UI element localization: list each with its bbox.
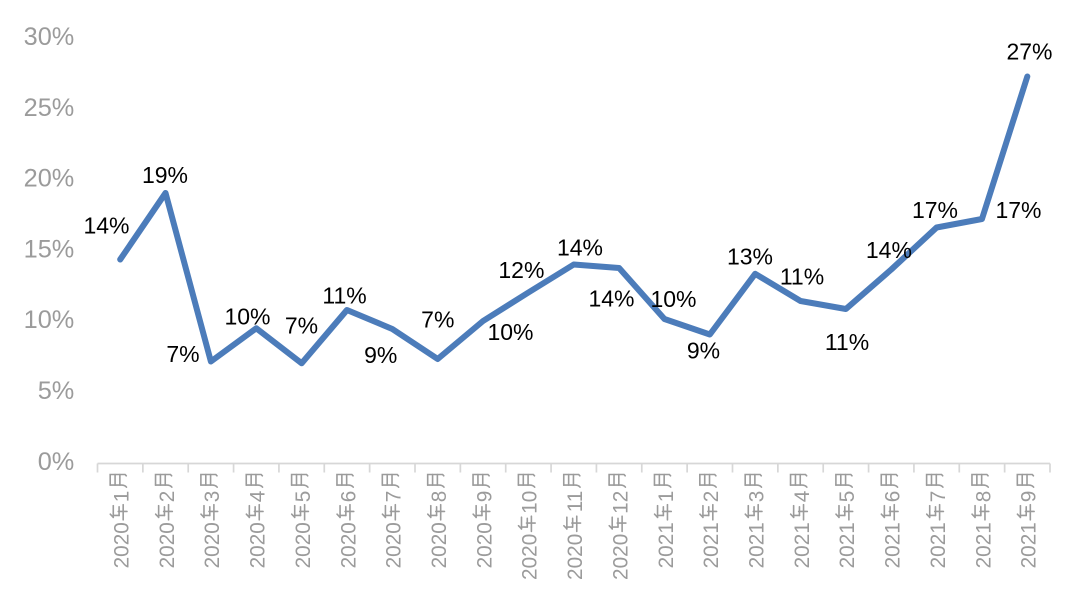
svg-text:11%: 11% [322, 282, 366, 308]
svg-text:9%: 9% [364, 342, 397, 368]
svg-text:7: 7 [383, 491, 406, 503]
svg-text:2021: 2021 [1018, 522, 1041, 568]
svg-text:10%: 10% [24, 306, 75, 334]
svg-text:2020: 2020 [156, 522, 179, 568]
svg-text:2020: 2020 [247, 522, 270, 568]
svg-text:7%: 7% [285, 313, 318, 339]
svg-text:12: 12 [609, 491, 632, 514]
svg-text:2: 2 [156, 491, 179, 503]
svg-text:9%: 9% [687, 337, 720, 363]
svg-text:7%: 7% [421, 307, 454, 333]
svg-text:2020: 2020 [383, 522, 406, 568]
svg-text:2021: 2021 [882, 522, 905, 568]
svg-text:14%: 14% [866, 237, 912, 263]
svg-text:0%: 0% [38, 448, 75, 476]
svg-text:9: 9 [473, 491, 496, 503]
svg-text:2020: 2020 [609, 534, 632, 580]
svg-text:2021: 2021 [927, 522, 950, 568]
svg-text:11: 11 [564, 491, 587, 513]
svg-text:2020: 2020 [292, 522, 315, 568]
svg-text:11%: 11% [780, 264, 824, 290]
svg-text:10%: 10% [487, 319, 533, 345]
svg-text:25%: 25% [24, 94, 75, 122]
svg-text:14%: 14% [557, 234, 603, 260]
svg-text:15%: 15% [24, 235, 75, 263]
svg-text:20%: 20% [24, 165, 75, 193]
svg-text:2021: 2021 [655, 522, 678, 568]
svg-text:2021: 2021 [745, 522, 768, 568]
svg-text:1: 1 [110, 491, 133, 503]
svg-text:10: 10 [519, 491, 542, 514]
svg-text:2020: 2020 [110, 522, 133, 568]
svg-text:2020: 2020 [564, 534, 587, 580]
svg-text:9: 9 [1018, 491, 1041, 503]
svg-text:4: 4 [247, 491, 270, 503]
svg-text:2020: 2020 [337, 522, 360, 568]
svg-text:13%: 13% [727, 243, 773, 269]
svg-text:6: 6 [337, 491, 360, 503]
svg-text:5%: 5% [38, 377, 75, 405]
svg-text:4: 4 [791, 491, 814, 503]
svg-text:2: 2 [700, 491, 723, 503]
svg-text:8: 8 [428, 491, 451, 503]
svg-text:3: 3 [745, 491, 768, 503]
svg-text:5: 5 [292, 491, 315, 503]
svg-text:2020: 2020 [201, 522, 224, 568]
svg-text:7: 7 [927, 491, 950, 503]
svg-text:10%: 10% [224, 303, 270, 329]
svg-text:2021: 2021 [700, 522, 723, 568]
svg-text:2021: 2021 [791, 522, 814, 568]
svg-text:11%: 11% [825, 329, 869, 355]
svg-text:19%: 19% [142, 162, 188, 188]
svg-text:2020: 2020 [428, 522, 451, 568]
svg-text:17%: 17% [995, 197, 1041, 223]
svg-text:14%: 14% [83, 212, 129, 238]
svg-text:1: 1 [655, 491, 678, 503]
svg-text:5: 5 [836, 491, 859, 503]
svg-text:14%: 14% [588, 285, 634, 311]
svg-text:30%: 30% [24, 23, 75, 51]
svg-text:27%: 27% [1006, 38, 1052, 64]
svg-text:12%: 12% [498, 257, 544, 283]
svg-text:17%: 17% [912, 197, 958, 223]
svg-text:2021: 2021 [836, 522, 859, 568]
svg-text:2021: 2021 [972, 522, 995, 568]
svg-text:8: 8 [972, 491, 995, 503]
svg-text:6: 6 [882, 491, 905, 503]
svg-text:2020: 2020 [473, 522, 496, 568]
svg-text:3: 3 [201, 491, 224, 503]
svg-text:7%: 7% [166, 341, 199, 367]
svg-text:10%: 10% [650, 286, 696, 312]
svg-text:2020: 2020 [519, 534, 542, 580]
